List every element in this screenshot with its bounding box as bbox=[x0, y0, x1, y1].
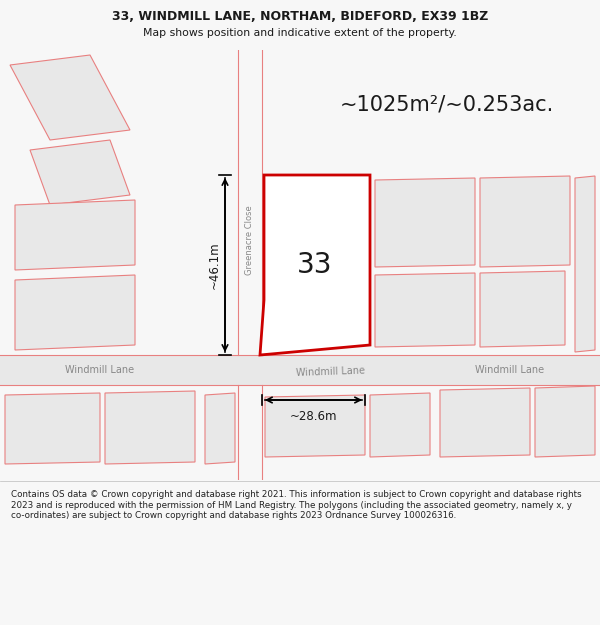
Text: ~28.6m: ~28.6m bbox=[290, 410, 337, 423]
Polygon shape bbox=[10, 55, 130, 140]
Text: Contains OS data © Crown copyright and database right 2021. This information is : Contains OS data © Crown copyright and d… bbox=[11, 490, 581, 520]
Text: Windmill Lane: Windmill Lane bbox=[295, 366, 365, 378]
Polygon shape bbox=[205, 393, 235, 464]
Polygon shape bbox=[260, 175, 370, 355]
Text: Map shows position and indicative extent of the property.: Map shows position and indicative extent… bbox=[143, 28, 457, 38]
Text: Windmill Lane: Windmill Lane bbox=[475, 365, 545, 375]
Text: 33: 33 bbox=[297, 251, 333, 279]
Polygon shape bbox=[5, 393, 100, 464]
Text: Greenacre Close: Greenacre Close bbox=[245, 205, 254, 275]
Polygon shape bbox=[480, 271, 565, 347]
Text: ~46.1m: ~46.1m bbox=[208, 241, 221, 289]
Polygon shape bbox=[30, 140, 130, 205]
Polygon shape bbox=[15, 200, 135, 270]
Text: 33, WINDMILL LANE, NORTHAM, BIDEFORD, EX39 1BZ: 33, WINDMILL LANE, NORTHAM, BIDEFORD, EX… bbox=[112, 10, 488, 23]
Bar bbox=[0, 355, 600, 385]
Polygon shape bbox=[105, 391, 195, 464]
Polygon shape bbox=[265, 395, 365, 457]
Polygon shape bbox=[535, 386, 595, 457]
Polygon shape bbox=[15, 275, 135, 350]
Polygon shape bbox=[375, 178, 475, 267]
Polygon shape bbox=[480, 176, 570, 267]
Polygon shape bbox=[370, 393, 430, 457]
Polygon shape bbox=[440, 388, 530, 457]
Polygon shape bbox=[575, 176, 595, 352]
Text: ~1025m²/~0.253ac.: ~1025m²/~0.253ac. bbox=[340, 95, 554, 115]
Polygon shape bbox=[375, 273, 475, 347]
Text: Windmill Lane: Windmill Lane bbox=[65, 365, 134, 375]
